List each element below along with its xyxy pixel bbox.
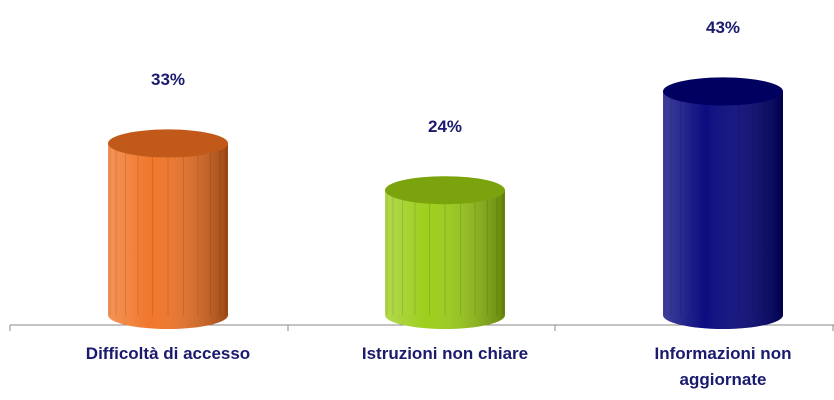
bar-shade xyxy=(108,143,228,315)
bar-top xyxy=(385,176,505,205)
x-tick-label: Difficoltà di accesso xyxy=(85,344,251,363)
value-label: 24% xyxy=(427,117,463,137)
bar-top-shade xyxy=(663,77,783,106)
x-tick-label: Informazioni non aggiornate xyxy=(654,344,792,389)
value-label: 43% xyxy=(705,18,741,38)
bar-shade xyxy=(663,91,783,316)
bar-top xyxy=(108,129,228,158)
bar-top-shade xyxy=(108,129,228,158)
bar-top-shade xyxy=(385,176,505,205)
bar-shade xyxy=(385,190,505,315)
value-label: 33% xyxy=(150,70,186,90)
bar-top xyxy=(663,77,783,106)
x-tick-label: Istruzioni non chiare xyxy=(361,344,529,363)
